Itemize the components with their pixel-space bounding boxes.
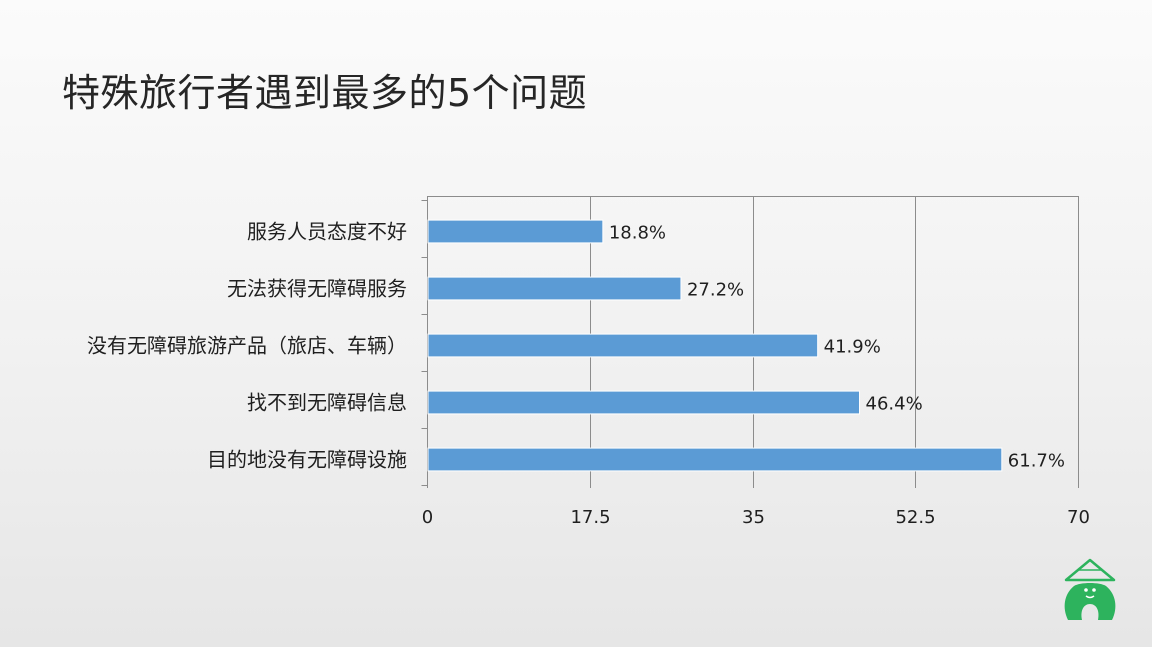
category-label: 找不到无障碍信息 bbox=[247, 391, 407, 415]
category-label: 服务人员态度不好 bbox=[247, 220, 407, 244]
bar bbox=[427, 447, 1003, 472]
x-tick-label: 35 bbox=[742, 507, 765, 528]
category-label: 目的地没有无障碍设施 bbox=[207, 448, 407, 472]
bars bbox=[427, 219, 1003, 472]
value-label: 41.9% bbox=[824, 337, 881, 358]
bar bbox=[427, 390, 861, 415]
x-tick-label: 70 bbox=[1067, 507, 1090, 528]
gorilla-logo-icon bbox=[1064, 558, 1116, 620]
slide-title: 特殊旅行者遇到最多的5个问题 bbox=[62, 71, 588, 115]
value-label: 46.4% bbox=[866, 394, 923, 415]
value-label: 27.2% bbox=[687, 280, 744, 301]
value-label: 61.7% bbox=[1008, 451, 1065, 472]
x-tick-label: 0 bbox=[422, 507, 433, 528]
category-label: 没有无障碍旅游产品（旅店、车辆） bbox=[87, 334, 407, 358]
x-tick-label: 52.5 bbox=[895, 507, 935, 528]
bar bbox=[427, 276, 682, 301]
value-label: 18.8% bbox=[609, 223, 666, 244]
bar bbox=[427, 333, 819, 358]
axes bbox=[421, 196, 428, 488]
labels: 0 17.5 35 52.5 70 服务人员态度不好 18.8% 无法获得无障碍服务 27.2%… bbox=[87, 220, 1090, 529]
category-label: 无法获得无障碍服务 bbox=[227, 277, 407, 301]
x-tick-label: 17.5 bbox=[570, 507, 610, 528]
bar bbox=[427, 219, 604, 244]
